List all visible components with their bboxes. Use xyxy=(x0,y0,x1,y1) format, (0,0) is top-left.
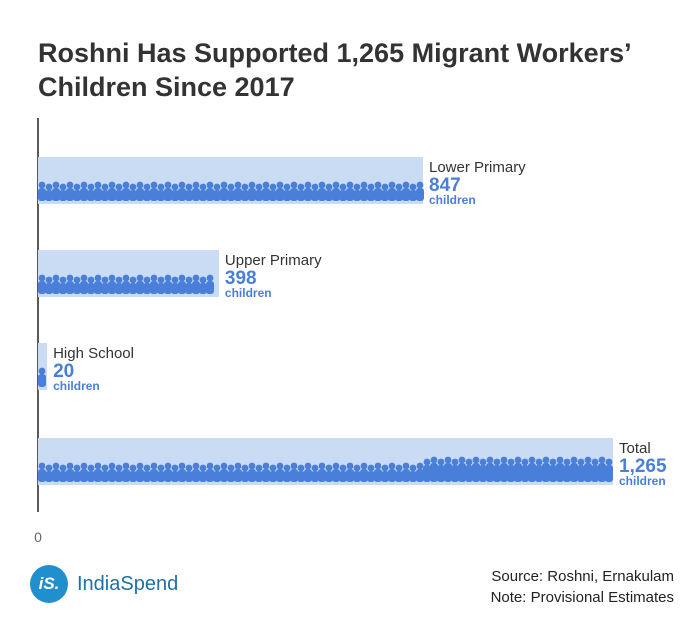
unit-label: children xyxy=(53,379,100,393)
indiaspend-logo: iS. IndiaSpend xyxy=(30,565,178,603)
logo-badge-icon: iS. xyxy=(30,565,68,603)
unit-label: children xyxy=(429,193,476,207)
category-label: Total xyxy=(619,440,651,457)
source-line: Source: Roshni, Ernakulam xyxy=(491,568,674,585)
category-label: Lower Primary xyxy=(429,159,526,176)
value-label: 20 xyxy=(53,361,74,382)
note-line: Note: Provisional Estimates xyxy=(490,589,674,606)
x-tick-label: 0 xyxy=(34,529,42,545)
unit-label: children xyxy=(225,286,272,300)
person-icons xyxy=(38,181,424,201)
bar xyxy=(38,343,48,390)
person-icons xyxy=(38,274,214,294)
category-label: High School xyxy=(53,345,134,362)
category-label: Upper Primary xyxy=(225,252,322,269)
value-label: 1,265 xyxy=(619,456,667,477)
value-label: 398 xyxy=(225,268,257,289)
source-note: Source: Roshni, Ernakulam Note: Provisio… xyxy=(491,566,674,608)
person-icons xyxy=(38,456,613,482)
value-label: 847 xyxy=(429,175,461,196)
chart-title: Roshni Has Supported 1,265 Migrant Worke… xyxy=(38,38,632,102)
person-icons xyxy=(38,367,46,387)
unit-label: children xyxy=(619,474,666,488)
logo-name: IndiaSpend xyxy=(77,572,179,595)
